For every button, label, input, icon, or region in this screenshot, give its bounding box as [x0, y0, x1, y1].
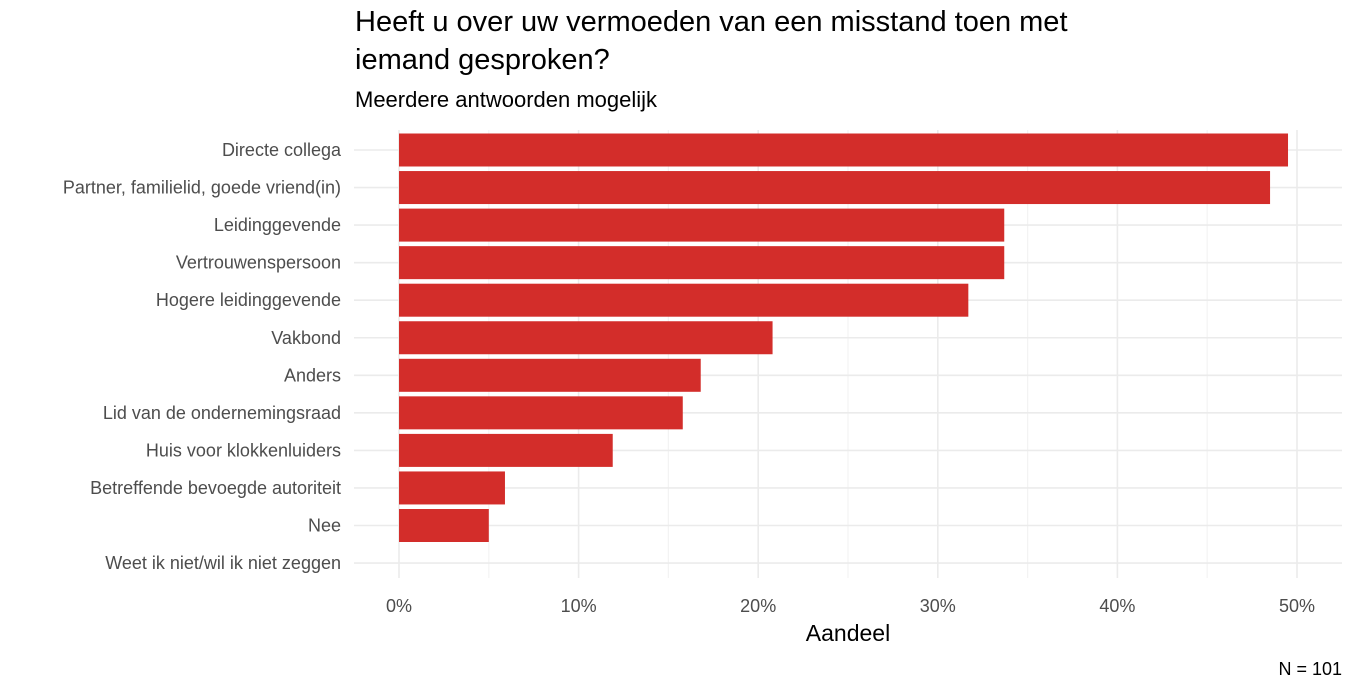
- chart-title-line-2: iemand gesproken?: [355, 44, 610, 76]
- category-label: Nee: [308, 516, 341, 536]
- category-label: Hogere leidinggevende: [156, 290, 341, 310]
- bar: [399, 171, 1271, 205]
- x-tick-label: 0%: [386, 596, 412, 616]
- bar: [399, 358, 701, 392]
- bar: [399, 433, 613, 467]
- category-label: Lid van de ondernemingsraad: [103, 403, 341, 423]
- category-label: Huis voor klokkenluiders: [146, 440, 341, 460]
- chart-subtitle: Meerdere antwoorden mogelijk: [355, 87, 658, 112]
- category-label: Leidinggevende: [214, 215, 341, 235]
- category-label: Directe collega: [222, 140, 342, 160]
- category-label: Weet ik niet/wil ik niet zeggen: [105, 553, 341, 573]
- category-label: Vertrouwenspersoon: [176, 253, 341, 273]
- bars: [399, 133, 1289, 542]
- bar: [399, 283, 969, 317]
- bar: [399, 471, 505, 505]
- bar: [399, 321, 773, 355]
- bar: [399, 208, 1005, 242]
- x-tick-labels: 0% 10% 20% 30% 40% 50%: [386, 596, 1315, 616]
- x-tick-label: 20%: [740, 596, 776, 616]
- x-tick-label: 30%: [920, 596, 956, 616]
- caption-sample-size: N = 101: [1278, 659, 1342, 679]
- bar: [399, 246, 1005, 280]
- category-label: Betreffende bevoegde autoriteit: [90, 478, 341, 498]
- category-label: Partner, familielid, goede vriend(in): [63, 178, 341, 198]
- category-label: Anders: [284, 365, 341, 385]
- bar: [399, 509, 489, 542]
- chart-title-line-1: Heeft u over uw vermoeden van een missta…: [355, 6, 1068, 38]
- x-axis-title: Aandeel: [806, 620, 890, 646]
- x-tick-label: 40%: [1099, 596, 1135, 616]
- bar: [399, 396, 683, 430]
- category-label: Vakbond: [271, 328, 341, 348]
- category-labels: Directe collega Partner, familielid, goed…: [63, 140, 342, 573]
- bar: [399, 133, 1289, 167]
- x-tick-label: 10%: [561, 596, 597, 616]
- x-tick-label: 50%: [1279, 596, 1315, 616]
